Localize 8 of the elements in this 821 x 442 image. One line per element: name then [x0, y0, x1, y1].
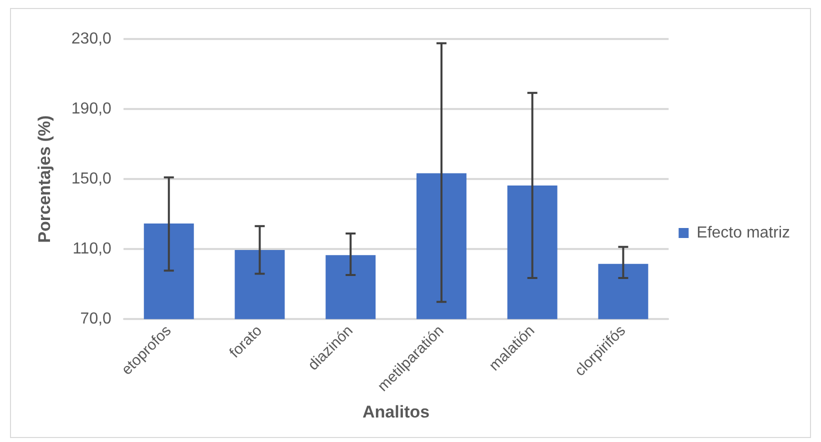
- x-axis-title: Analitos: [362, 402, 430, 422]
- y-tick-label: 230,0: [71, 30, 112, 48]
- y-tick-label: 70,0: [80, 310, 112, 328]
- y-tick-label: 150,0: [71, 170, 112, 188]
- y-axis-title: Porcentajes (%): [34, 115, 54, 243]
- y-tick-label: 190,0: [71, 100, 112, 118]
- legend-label: Efecto matriz: [696, 224, 790, 242]
- y-tick-label: 110,0: [72, 240, 112, 258]
